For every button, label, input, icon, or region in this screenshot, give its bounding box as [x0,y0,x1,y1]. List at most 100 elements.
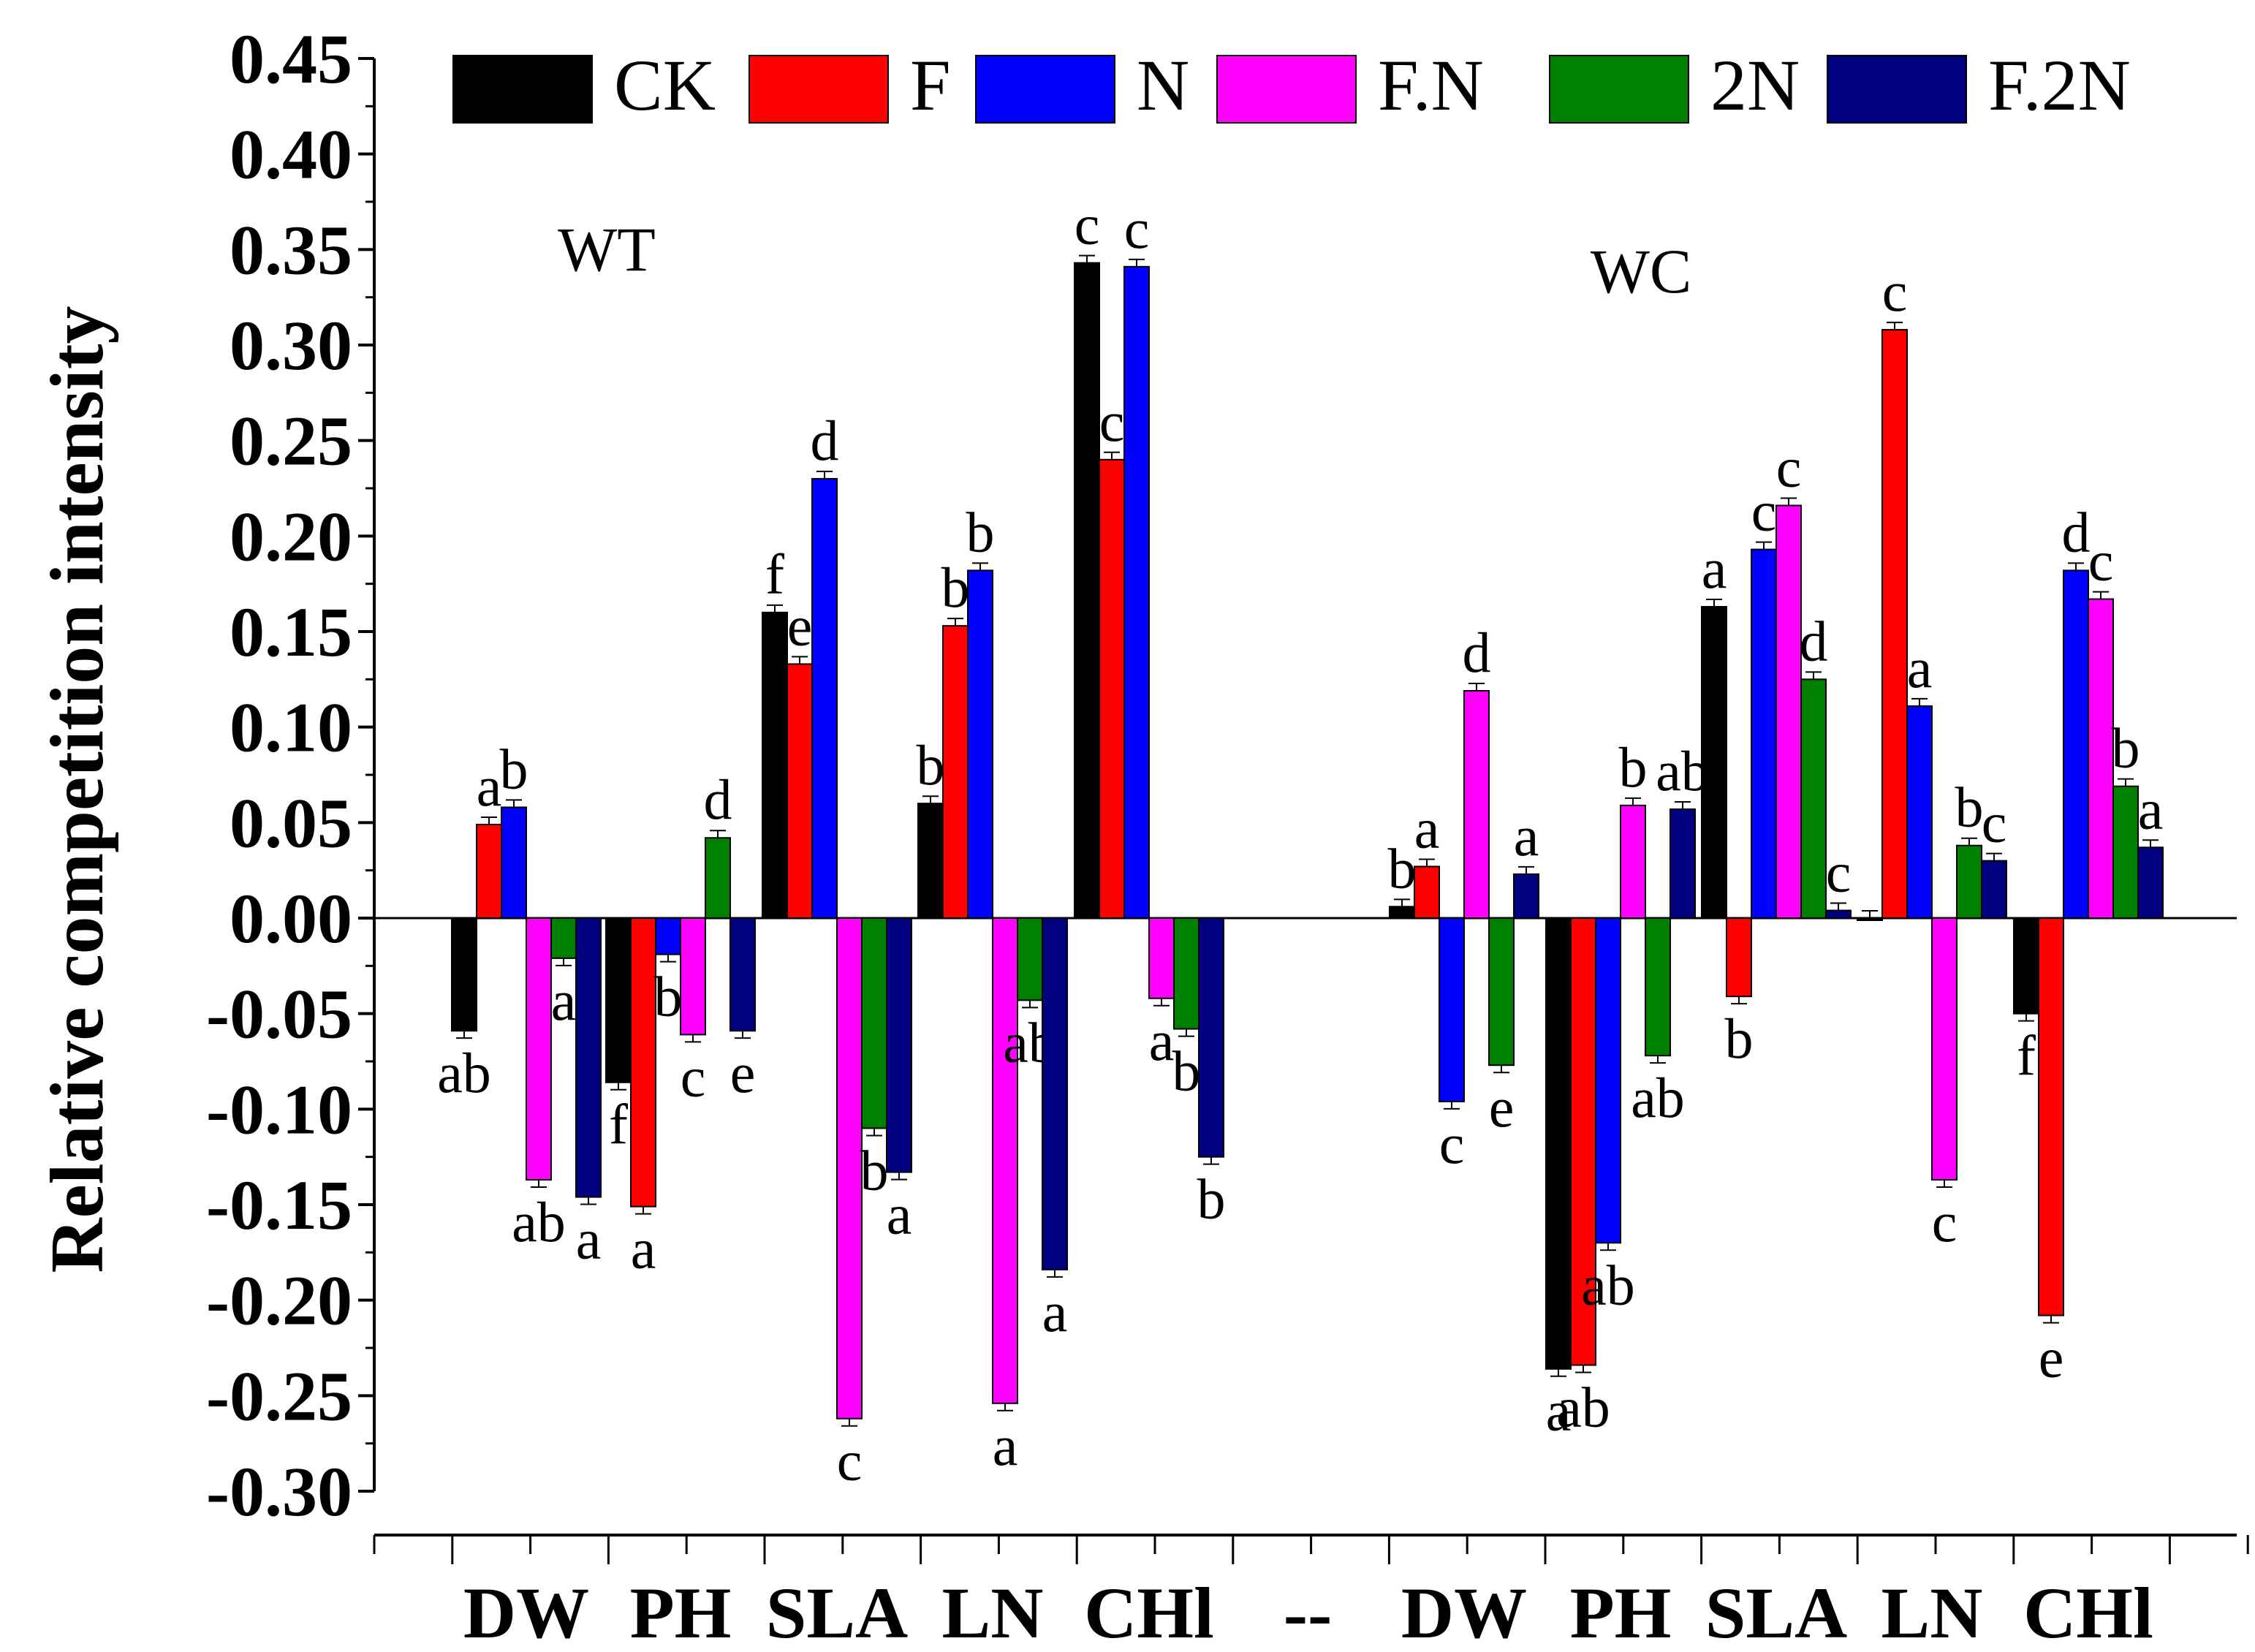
significance-letter: b [860,1138,889,1202]
significance-letter: a [551,969,577,1032]
bar-F2N-1 [729,917,756,1032]
legend-label: N [1137,45,1189,126]
significance-letter: a [993,1414,1018,1477]
bar-F2N-3 [1042,917,1068,1270]
y-tick-label: 0.35 [230,211,352,289]
bar-CK-0 [451,917,477,1032]
significance-letter: b [966,500,995,564]
significance-letter: b [917,733,945,797]
y-tick-label: -0.15 [206,1166,352,1244]
bar-2N-4 [1173,917,1199,1030]
bar-FN-8 [1775,504,1802,919]
significance-letter: c [1776,436,1802,499]
x-tick-label: CHl [1084,1572,1214,1648]
bar-F2N-10 [2137,846,2164,919]
x-tick-label: LN [1881,1572,1983,1648]
significance-letter: e [787,594,813,657]
bar-2N-9 [1956,844,1982,920]
significance-letter: d [2062,500,2091,564]
significance-letter: a [477,754,502,818]
bar-FN-7 [1620,804,1646,920]
bar-F-4 [1099,458,1125,919]
bar-F-10 [2038,917,2064,1316]
bar-F-1 [630,917,656,1208]
legend-swatch-FN [1216,55,1357,124]
y-tick-label: -0.05 [206,975,352,1053]
significance-letter: c [1932,1190,1958,1254]
significance-letter: d [811,409,839,472]
bar-F2N-6 [1513,873,1539,919]
bar-FN-9 [1931,917,1958,1181]
significance-letter: a [1546,1379,1572,1443]
bar-F-3 [942,625,969,919]
significance-letter: f [2017,1024,2036,1088]
significance-letter: f [765,542,784,606]
significance-letter: c [1882,259,1908,323]
y-tick-label: 0.25 [230,402,352,480]
bar-F2N-8 [1825,909,1852,919]
bar-FN-2 [836,917,863,1420]
x-tick-label: -- [1284,1572,1333,1648]
bar-F-8 [1726,917,1752,998]
y-tick-label: -0.20 [206,1262,352,1340]
significance-letter: b [1955,776,1984,839]
significance-letter: c [1826,841,1852,904]
bar-2N-1 [705,837,731,919]
bar-F-0 [476,823,502,919]
bar-2N-6 [1488,917,1515,1066]
bar-CK-3 [917,803,944,919]
x-tick-label: DW [463,1572,589,1648]
significance-letter: ab [437,1041,491,1105]
bar-2N-8 [1800,678,1827,919]
significance-letter: ab [1581,1253,1635,1316]
bar-FN-3 [992,917,1018,1404]
y-tick-label: 0.40 [230,115,352,194]
significance-letter: a [1149,1009,1175,1072]
legend-swatch-F2N [1827,55,1967,124]
bar-N-2 [811,477,838,919]
y-tick-label: 0.10 [230,689,352,767]
significance-letter: c [1124,197,1150,260]
significance-letter: ab [1656,739,1710,803]
significance-letter: c [1099,390,1125,453]
bar-CK-6 [1389,906,1415,919]
bar-2N-7 [1645,917,1671,1057]
bar-N-0 [501,806,527,919]
significance-letter: b [1725,1007,1754,1070]
bar-CK-10 [2013,917,2039,1015]
bar-CK-9 [1857,917,1883,921]
y-tick-label: -0.10 [206,1070,352,1148]
significance-letter: e [730,1041,756,1105]
y-tick-label: 0.20 [230,497,352,575]
bar-F2N-4 [1198,917,1224,1158]
significance-letter: a [1702,537,1727,600]
significance-letter: c [1439,1112,1465,1175]
significance-letter: b [2112,716,2140,780]
significance-letter: ab [512,1190,566,1254]
bar-CK-7 [1545,917,1572,1370]
panel-label-wt: WT [558,214,656,284]
x-tick-label: CHl [2023,1572,2153,1648]
significance-letter: ab [1631,1066,1685,1129]
significance-letter: c [2088,529,2114,593]
significance-letter: c [837,1429,863,1493]
significance-letter: b [1172,1039,1201,1103]
significance-letter: b [1619,735,1648,799]
significance-letter: e [1489,1075,1515,1139]
bar-F2N-9 [1981,860,2007,919]
significance-letter: a [1042,1280,1068,1344]
bar-FN-6 [1463,690,1490,919]
x-tick-label: PH [630,1572,732,1648]
bar-N-4 [1123,265,1150,919]
bar-FN-10 [2088,598,2114,919]
x-tick-label: PH [1570,1572,1672,1648]
bar-F-2 [787,663,813,920]
bar-FN-1 [680,917,706,1036]
bar-FN-4 [1148,917,1175,999]
legend-swatch-N [975,55,1115,124]
significance-letter: b [654,965,683,1028]
legend-swatch-CK [452,55,593,124]
y-axis-title: Relative competition intensity [35,306,119,1273]
